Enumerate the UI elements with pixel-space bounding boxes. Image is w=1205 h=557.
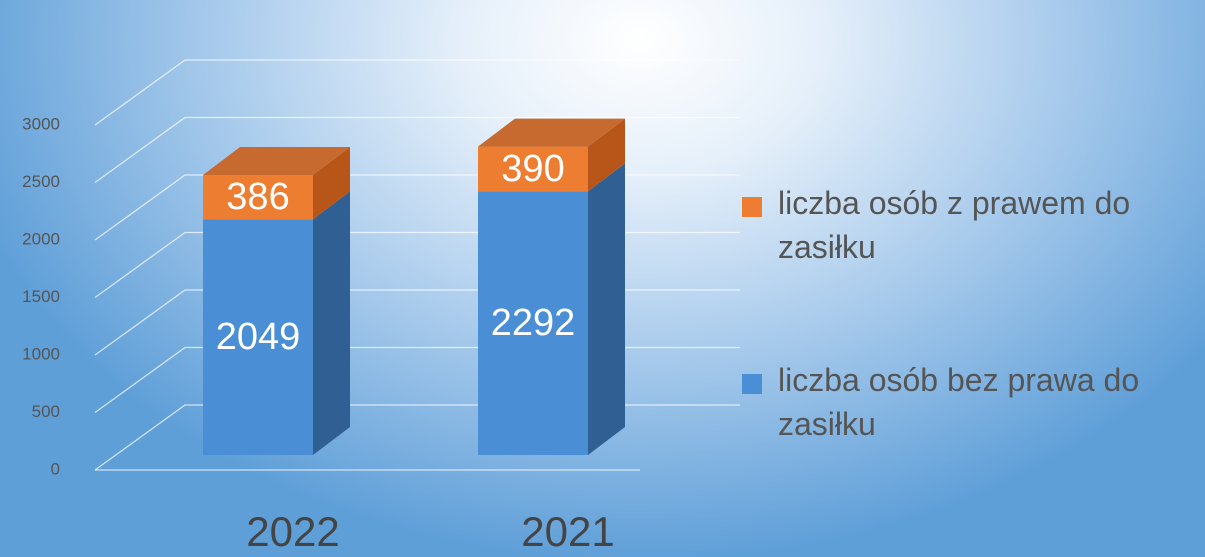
grid-line: [94, 116, 740, 184]
grid-line: [94, 59, 740, 126]
x-tick-label: 2021: [521, 508, 614, 555]
y-tick-label: 500: [32, 402, 60, 421]
y-tick-label: 1000: [22, 344, 60, 363]
legend-swatch: [742, 374, 762, 394]
data-label: 2292: [491, 302, 576, 344]
bar-side: [588, 163, 625, 456]
bar: [203, 174, 313, 220]
x-tick-label: 2022: [246, 508, 339, 555]
grid-line: [94, 404, 740, 471]
grid-line: [94, 231, 740, 299]
data-label: 386: [226, 176, 289, 218]
y-tick-label: 3000: [22, 114, 60, 133]
grid-line: [94, 289, 740, 356]
y-tick-label: 1500: [22, 287, 60, 306]
bar-top: [478, 118, 625, 147]
grid-line: [94, 174, 740, 241]
legend-label: liczba osób z prawem do zasiłku: [778, 185, 1131, 265]
grid-line: [94, 346, 740, 414]
data-label: 390: [501, 148, 564, 190]
bar-side: [313, 146, 350, 220]
bar-top: [203, 146, 350, 175]
y-tick-label: 0: [51, 459, 60, 478]
legend-swatch: [742, 197, 762, 217]
bar-side: [313, 191, 350, 456]
y-tick-label: 2500: [22, 172, 60, 191]
bar-side: [588, 118, 625, 192]
y-tick-label: 2000: [22, 229, 60, 248]
legend-label: liczba osób bez prawa do zasiłku: [778, 362, 1140, 442]
bar: [203, 219, 313, 455]
bar: [478, 146, 588, 192]
bar: [478, 191, 588, 456]
data-label: 2049: [216, 316, 301, 358]
